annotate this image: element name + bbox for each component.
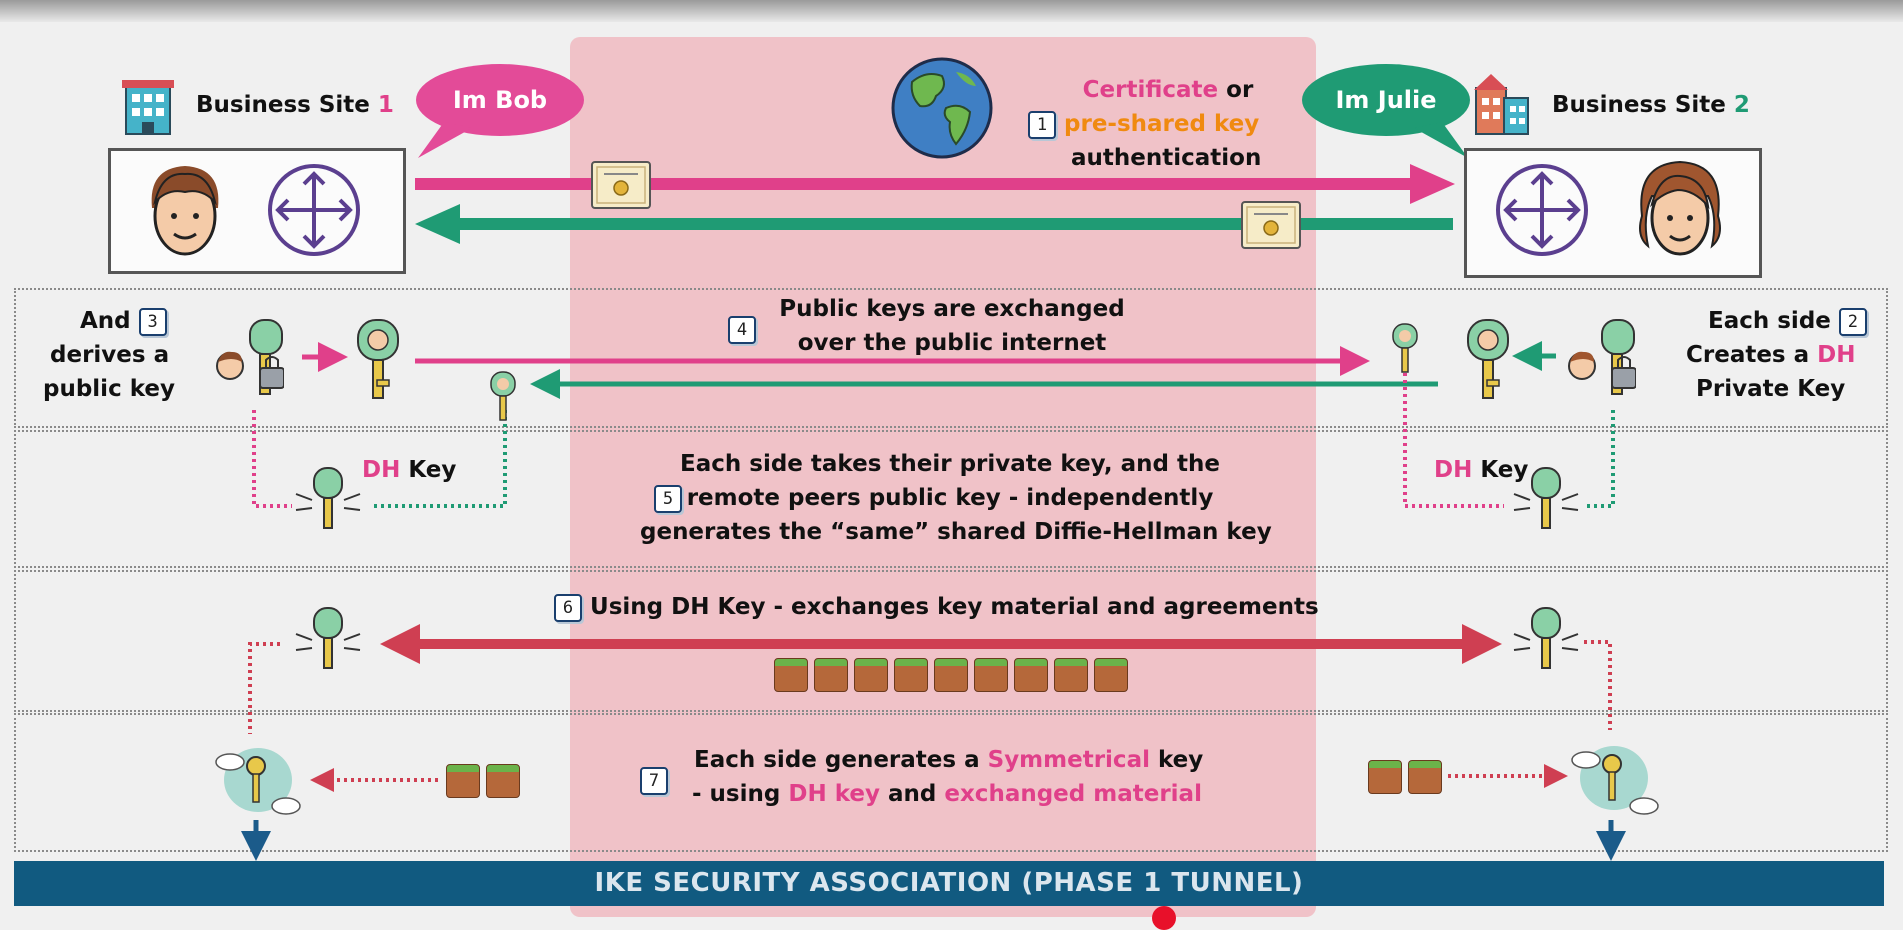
step-badge-7: 7: [640, 767, 668, 795]
step3-line3: public key: [43, 376, 175, 402]
auth-line3: authentication: [1071, 145, 1262, 171]
step-badge-4: 4: [728, 316, 756, 344]
julie-bubble-shape: [1302, 64, 1470, 158]
step-badge-5: 5: [654, 485, 682, 513]
section-symmetrical-key: [14, 713, 1888, 852]
router-icon: [268, 164, 360, 256]
cube-icon: [1014, 658, 1048, 692]
dh-key-icon: [295, 467, 361, 529]
auth-line1: Certificate or: [1082, 77, 1254, 103]
certificate-icon: [1241, 201, 1301, 249]
step2-line3: Private Key: [1696, 376, 1846, 402]
dh-key-icon: [295, 607, 361, 669]
dh-key-icon: [1513, 607, 1579, 669]
public-key-icon: [490, 371, 516, 421]
building-icon: [1474, 74, 1529, 135]
bob-bubble-shape: [416, 64, 584, 158]
cube-icon: [1368, 760, 1402, 794]
step-badge-3: 3: [138, 307, 167, 336]
cube-icon: [446, 764, 480, 798]
step3-line1: And 3: [80, 304, 167, 338]
cube-icon: [854, 658, 888, 692]
section-key-material: [14, 570, 1888, 712]
top-bar: [0, 0, 1903, 22]
material-arrow-head-left: [380, 624, 420, 664]
cube-icon: [934, 658, 968, 692]
cube-icon: [486, 764, 520, 798]
face-icon: [151, 166, 219, 256]
step6-text: 6 Using DH Key - exchanges key material …: [554, 590, 1319, 624]
router-icon: [1496, 164, 1588, 256]
private-key-icon: [216, 319, 284, 395]
step-badge-6: 6: [554, 593, 582, 622]
step-badge-2: 2: [1838, 307, 1867, 336]
public-key-icon: [1392, 323, 1418, 373]
cloud-key-icon: [215, 748, 301, 815]
key-material-blocks-left: [446, 764, 526, 802]
julie-speech: Im Julie: [1335, 86, 1437, 114]
step4-line1: 4 Public keys are exchanged: [712, 292, 1192, 344]
building-icon: [122, 80, 174, 135]
key-material-blocks-right: [1368, 760, 1448, 798]
cube-icon: [894, 658, 928, 692]
material-path-right: [1584, 640, 1612, 730]
site2-card: [1464, 148, 1762, 278]
section-public-key: [14, 288, 1888, 428]
step5-line3: generates the “same” shared Diffie-Hellm…: [640, 519, 1272, 545]
cube-icon: [974, 658, 1008, 692]
cube-icon: [1094, 658, 1128, 692]
step5-line1: Each side takes their private key, and t…: [680, 451, 1220, 477]
dh-path-left-pink: [252, 410, 292, 508]
step-badge-1: 1: [1028, 110, 1056, 139]
auth-arrow-head-right: [1410, 164, 1455, 204]
face-icon: [1639, 160, 1721, 256]
auth-arrow-head-left: [415, 204, 460, 244]
step2-line1: Each side 2: [1708, 304, 1867, 338]
cube-icon: [1054, 658, 1088, 692]
cube-icon: [1408, 760, 1442, 794]
section-dh-key: [14, 430, 1888, 568]
step7-line1: 7 Each side generates a Symmetrical key: [640, 743, 1203, 795]
dh-key-icon: [1513, 467, 1579, 529]
key-material-blocks: [774, 658, 1134, 696]
certificate-icon: [591, 161, 651, 209]
step2-line2: Creates a DH: [1686, 342, 1856, 368]
cube-icon: [774, 658, 808, 692]
dh-key-label-left: DH Key: [362, 457, 457, 483]
step3-line2: derives a: [50, 342, 170, 368]
ike-sa-banner: IKE SECURITY ASSOCIATION (PHASE 1 TUNNEL…: [14, 861, 1884, 906]
dh-path-left-green: [372, 410, 507, 508]
public-key-icon: [1467, 319, 1509, 399]
globe-icon: [891, 57, 993, 159]
step5-line2: 5 remote peers public key - independently: [640, 481, 1260, 515]
material-arrow-head-right: [1462, 624, 1502, 664]
site1-title: Business Site 1: [196, 92, 394, 118]
step7-line2: - using DH key and exchanged material: [692, 781, 1202, 807]
public-key-icon: [357, 319, 399, 399]
dh-path-right-pink: [1403, 373, 1504, 508]
dh-path-right-green: [1586, 410, 1615, 508]
bob-speech: Im Bob: [452, 86, 548, 114]
private-key-icon: [1568, 319, 1636, 395]
cube-icon: [814, 658, 848, 692]
cloud-key-icon: [1571, 746, 1659, 815]
dh-key-label-right: DH Key: [1434, 457, 1529, 483]
material-path-left: [248, 642, 280, 734]
step4-line2: over the public internet: [797, 330, 1107, 356]
auth-line2: 1 pre-shared key: [1028, 107, 1259, 141]
site2-title: Business Site 2: [1552, 92, 1750, 118]
progress-marker[interactable]: [1152, 906, 1176, 930]
